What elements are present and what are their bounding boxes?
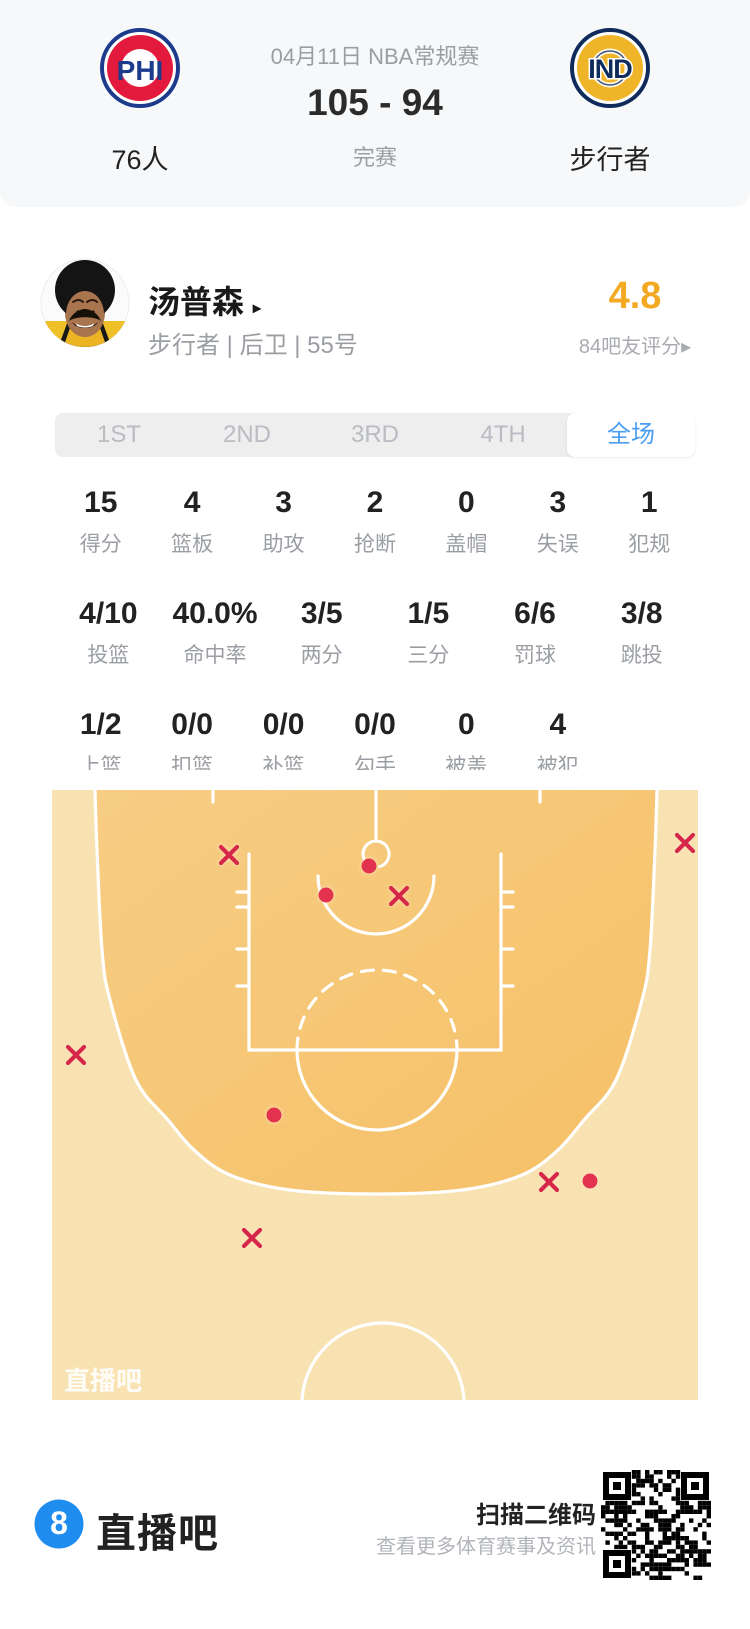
svg-text:8: 8 <box>50 1505 68 1541</box>
svg-text:IND: IND <box>588 54 632 84</box>
svg-text:PHI: PHI <box>117 55 164 86</box>
svg-text:直播吧: 直播吧 <box>64 1366 142 1396</box>
